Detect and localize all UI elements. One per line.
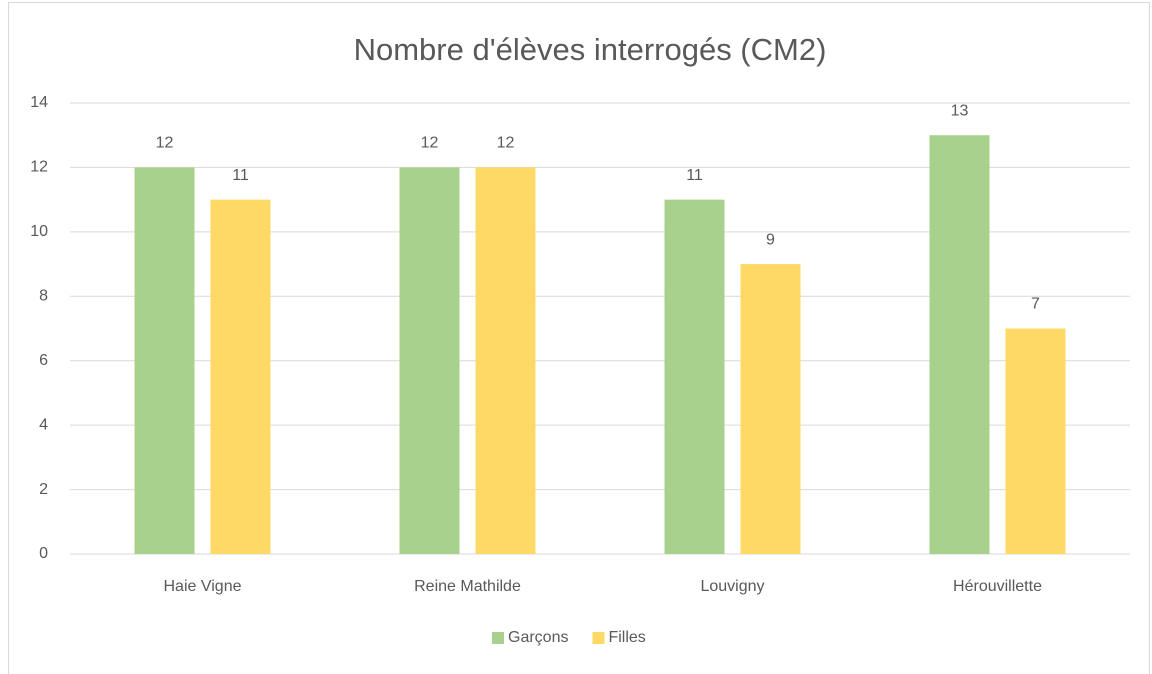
x-tick-label: Haie Vigne <box>164 578 242 595</box>
bar <box>740 264 801 554</box>
y-tick-label: 14 <box>30 94 48 111</box>
data-label: 13 <box>951 102 969 119</box>
data-label: 11 <box>232 167 249 184</box>
x-tick-label: Hérouvillette <box>953 578 1042 595</box>
data-label: 12 <box>421 135 439 152</box>
data-label: 7 <box>1031 296 1040 313</box>
y-tick-label: 2 <box>39 481 48 498</box>
y-tick-label: 12 <box>30 159 48 176</box>
x-tick-label: Louvigny <box>700 578 764 595</box>
bar <box>664 199 725 554</box>
legend-label: Filles <box>608 629 645 646</box>
bar <box>210 199 271 554</box>
y-tick-label: 0 <box>39 545 48 562</box>
bar <box>399 167 460 554</box>
data-label: 11 <box>686 167 703 184</box>
legend-swatch <box>492 632 504 644</box>
bar <box>1005 328 1066 554</box>
x-tick-label: Reine Mathilde <box>414 578 521 595</box>
data-label: 9 <box>766 231 775 248</box>
legend-label: Garçons <box>508 629 568 646</box>
bar <box>475 167 536 554</box>
y-tick-label: 8 <box>39 288 48 305</box>
chart-title: Nombre d'élèves interrogés (CM2) <box>354 32 827 67</box>
bar <box>134 167 195 554</box>
legend-swatch <box>592 632 605 644</box>
data-label: 12 <box>497 135 515 152</box>
y-tick-label: 6 <box>39 352 48 369</box>
bar <box>929 135 990 554</box>
y-tick-label: 4 <box>39 416 48 433</box>
data-label: 12 <box>156 135 174 152</box>
y-tick-label: 10 <box>30 223 48 240</box>
